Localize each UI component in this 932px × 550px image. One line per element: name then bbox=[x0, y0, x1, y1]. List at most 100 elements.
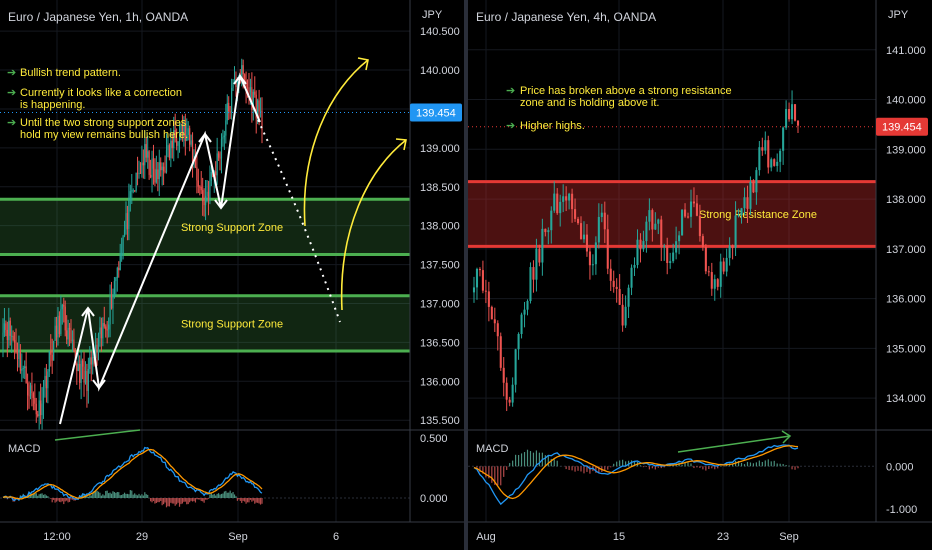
candle-body bbox=[68, 327, 71, 330]
macd-tick-label: 0.000 bbox=[420, 493, 448, 505]
candle-body bbox=[559, 201, 562, 214]
candle-body bbox=[40, 400, 42, 416]
candle-body bbox=[749, 181, 752, 209]
price-tick-label: 138.000 bbox=[420, 221, 460, 233]
candle-body bbox=[511, 384, 514, 403]
candle-body bbox=[710, 272, 713, 289]
candle-body bbox=[178, 137, 181, 142]
candle-body bbox=[128, 198, 130, 229]
price-tick-label: 136.500 bbox=[420, 337, 460, 349]
candle-body bbox=[44, 375, 46, 387]
candle-body bbox=[83, 366, 85, 383]
candle-body bbox=[565, 196, 568, 201]
candle-body bbox=[645, 221, 648, 242]
panel-divider[interactable] bbox=[464, 0, 468, 550]
candle-body bbox=[228, 102, 230, 112]
candle-body bbox=[654, 223, 657, 230]
candle-body bbox=[173, 130, 175, 149]
candle-body bbox=[80, 360, 82, 383]
candle-body bbox=[53, 340, 55, 361]
candle-body bbox=[236, 80, 239, 88]
candle-body bbox=[675, 241, 678, 253]
candle-body bbox=[148, 151, 150, 175]
candle-body bbox=[190, 140, 192, 145]
candle-body bbox=[186, 134, 188, 141]
annotation-text: Currently it looks like a correction is h… bbox=[20, 87, 182, 111]
candle-body bbox=[90, 357, 92, 365]
price-tick-label: 141.000 bbox=[886, 45, 926, 57]
candle-body bbox=[145, 144, 147, 158]
candle-body bbox=[796, 120, 800, 126]
time-tick-label: Sep bbox=[228, 531, 248, 543]
candle-body bbox=[163, 166, 165, 172]
candle-body bbox=[196, 166, 198, 181]
candle-body bbox=[743, 197, 746, 209]
candle-body bbox=[642, 241, 645, 250]
candle-body bbox=[103, 323, 105, 327]
chart-panel-4h[interactable]: Strong Resistance Zone MACD JPY 141.000 140.… bbox=[468, 0, 932, 550]
candle-body bbox=[758, 147, 761, 171]
bullet-arrow-icon: ➔ bbox=[7, 67, 16, 79]
candle-body bbox=[147, 151, 149, 158]
candle-body bbox=[158, 162, 160, 180]
price-tick-label: 136.000 bbox=[886, 294, 926, 306]
candle-body bbox=[29, 385, 32, 396]
candle-body bbox=[526, 300, 529, 310]
candle-body bbox=[261, 110, 263, 131]
candle-body bbox=[249, 87, 252, 93]
candle-body bbox=[755, 170, 758, 193]
candle-body bbox=[180, 125, 182, 138]
candle-body bbox=[257, 100, 259, 119]
candle-body bbox=[207, 191, 210, 199]
projection-dotted bbox=[257, 119, 341, 323]
candle-body bbox=[496, 323, 499, 337]
candle-body bbox=[571, 193, 574, 210]
candle-body bbox=[171, 140, 173, 149]
bullet-arrow-icon: ➔ bbox=[7, 87, 16, 99]
candle-body bbox=[100, 327, 102, 339]
candle-body bbox=[58, 315, 61, 335]
candle-body bbox=[609, 268, 612, 281]
candle-body bbox=[651, 210, 654, 230]
candle-body bbox=[123, 229, 126, 237]
candle-body bbox=[184, 124, 186, 141]
candle-body bbox=[97, 334, 100, 353]
price-tick-label: 140.000 bbox=[886, 95, 926, 107]
candle-body bbox=[61, 304, 63, 310]
candle-body bbox=[678, 235, 681, 242]
candle-body bbox=[220, 138, 223, 159]
candle-body bbox=[532, 267, 535, 280]
candle-body bbox=[202, 190, 204, 202]
candle-body bbox=[200, 186, 202, 191]
candle-body bbox=[149, 174, 152, 178]
candle-body bbox=[152, 158, 155, 169]
price-tick-label: 137.000 bbox=[886, 244, 926, 256]
candle-body bbox=[776, 161, 779, 166]
price-tick-label: 138.000 bbox=[886, 194, 926, 206]
macd-tick-label: 0.000 bbox=[886, 461, 914, 473]
candle-body bbox=[544, 228, 547, 233]
chart-panel-1h[interactable]: Strong Support Zone Strong Support Zone MA… bbox=[0, 0, 464, 550]
candle-body bbox=[707, 271, 710, 273]
candle-body bbox=[226, 102, 228, 121]
candle-body bbox=[209, 180, 211, 199]
candle-body bbox=[87, 368, 89, 391]
trend-arrowhead bbox=[214, 199, 228, 210]
candle-body bbox=[223, 135, 225, 138]
candle-body bbox=[204, 196, 207, 206]
price-tick-label: 136.000 bbox=[420, 376, 460, 388]
time-tick-label: Aug bbox=[476, 531, 496, 543]
currency-label: JPY bbox=[422, 9, 443, 21]
candle-body bbox=[76, 363, 78, 371]
time-tick-label: 29 bbox=[136, 531, 148, 543]
trend-arrowhead bbox=[233, 74, 247, 85]
candle-body bbox=[550, 210, 553, 231]
candle-body bbox=[475, 268, 479, 288]
macd-line bbox=[473, 444, 799, 506]
candle-body bbox=[681, 209, 684, 236]
candle-body bbox=[121, 253, 123, 256]
candle-body bbox=[695, 203, 698, 216]
candle-body bbox=[160, 162, 162, 171]
candle-body bbox=[24, 366, 26, 369]
bullet-arrow-icon: ➔ bbox=[7, 117, 16, 129]
